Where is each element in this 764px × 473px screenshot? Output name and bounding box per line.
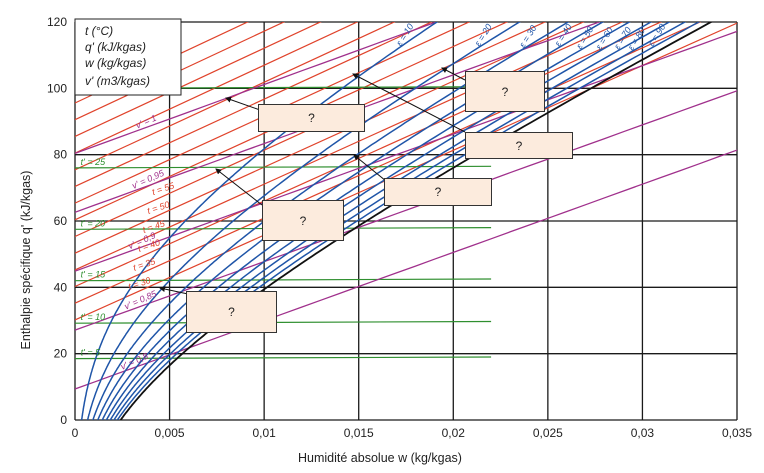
specific-volume-line bbox=[75, 22, 602, 213]
annotation-arrow bbox=[225, 96, 261, 111]
wet-bulb-line bbox=[75, 278, 492, 282]
tick-labels: 0 0,005 0,01 0,015 0,02 0,025 0,03 0,035 0 20 40 60… bbox=[47, 15, 752, 440]
wet-bulb-label: t' = 5 bbox=[81, 348, 101, 358]
annotation-box-5[interactable]: ? bbox=[262, 200, 344, 241]
rh-curve bbox=[92, 22, 570, 420]
x-axis-title: Humidité absolue w (kg/kgas) bbox=[298, 451, 462, 465]
legend-entry-enthalpy: q' (kJ/kgas) bbox=[85, 40, 146, 54]
annotation-arrow bbox=[352, 73, 466, 133]
temperature-line bbox=[75, 22, 509, 221]
legend-entry-humidity: w (kg/kgas) bbox=[85, 56, 146, 70]
specific-volume-line bbox=[75, 22, 438, 155]
y-tick-label: 80 bbox=[54, 148, 68, 162]
annotation-box-3[interactable]: ? bbox=[465, 132, 573, 159]
rh-curve-label: ε = 10 bbox=[394, 22, 415, 48]
annotation-arrow bbox=[353, 154, 387, 182]
temperature-label: t = 55 bbox=[151, 180, 177, 197]
specific-volume-line bbox=[75, 149, 737, 390]
legend: t (°C) q' (kJ/kgas) w (kg/kgas) v' (m3/k… bbox=[74, 18, 182, 96]
x-tick-label: 0 bbox=[72, 426, 79, 440]
legend-entry-volume: v' (m3/kgas) bbox=[85, 74, 150, 88]
wet-bulb-line bbox=[75, 320, 492, 324]
temperature-line bbox=[75, 22, 322, 137]
legend-entry-temperature: t (°C) bbox=[85, 24, 113, 38]
annotation-box-1[interactable]: ? bbox=[258, 104, 365, 132]
wet-bulb-label: t' = 15 bbox=[81, 270, 106, 280]
temperature-line bbox=[75, 22, 624, 271]
temperature-line bbox=[75, 22, 663, 288]
y-tick-label: 20 bbox=[54, 347, 68, 361]
temperature-line bbox=[75, 22, 702, 304]
rh-curve-label: ε = 40 bbox=[553, 22, 574, 48]
x-tick-label: 0,02 bbox=[442, 426, 466, 440]
wet-bulb-label: t' = 25 bbox=[81, 157, 106, 167]
rh-curve-label: ε = 20 bbox=[473, 22, 494, 48]
x-tick-label: 0,035 bbox=[722, 426, 752, 440]
rh-curve bbox=[119, 22, 713, 420]
rh-curve bbox=[101, 22, 631, 420]
x-tick-label: 0,03 bbox=[631, 426, 655, 440]
wet-bulb-label: t' = 20 bbox=[81, 218, 106, 228]
rh-curve bbox=[86, 22, 521, 420]
temperature-line bbox=[75, 22, 249, 104]
annotation-box-4[interactable]: ? bbox=[384, 178, 492, 206]
temperature-line bbox=[75, 22, 737, 321]
annotation-box-6[interactable]: ? bbox=[186, 291, 277, 333]
rh-curve-label: ε = 90 bbox=[646, 22, 667, 48]
annotation-arrow bbox=[441, 67, 466, 81]
y-tick-label: 0 bbox=[60, 413, 67, 427]
annotation-box-2[interactable]: ? bbox=[465, 71, 545, 112]
rh-curve bbox=[97, 22, 605, 420]
y-axis-title: Enthalpie spécifique q' (kJ/kgas) bbox=[19, 171, 33, 350]
temperature-line bbox=[75, 22, 359, 154]
annotation-arrows bbox=[159, 67, 466, 295]
temperature-line bbox=[75, 22, 433, 187]
temperature-line bbox=[75, 22, 286, 121]
y-tick-label: 60 bbox=[54, 214, 68, 228]
x-tick-label: 0,015 bbox=[344, 426, 374, 440]
x-tick-label: 0,01 bbox=[252, 426, 276, 440]
temperature-line bbox=[75, 22, 396, 171]
temperature-line bbox=[75, 22, 471, 204]
annotation-arrow bbox=[159, 286, 189, 295]
wet-bulb-line bbox=[75, 165, 492, 169]
rh-curve bbox=[80, 22, 439, 420]
temperature-line bbox=[75, 22, 585, 254]
x-tick-label: 0,025 bbox=[533, 426, 563, 440]
rh-curve-label: ε = 60 bbox=[594, 26, 615, 52]
temperature-label: t = 35 bbox=[132, 256, 158, 273]
annotation-arrow bbox=[215, 168, 263, 206]
y-tick-label: 100 bbox=[47, 81, 67, 95]
curves bbox=[75, 22, 737, 420]
specific-volume-line bbox=[75, 30, 737, 272]
y-tick-label: 40 bbox=[54, 280, 68, 294]
wet-bulb-label: t' = 10 bbox=[81, 312, 106, 322]
rh-curve bbox=[116, 22, 701, 420]
x-tick-label: 0,005 bbox=[155, 426, 185, 440]
rh-curve-label: ε = 50 bbox=[574, 25, 595, 51]
y-tick-label: 120 bbox=[47, 15, 67, 29]
